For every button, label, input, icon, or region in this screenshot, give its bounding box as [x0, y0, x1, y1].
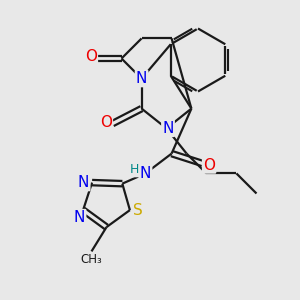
Text: N: N [74, 210, 85, 225]
Text: CH₃: CH₃ [81, 253, 102, 266]
Text: O: O [100, 115, 112, 130]
Text: H: H [129, 163, 139, 176]
Text: N: N [136, 71, 147, 86]
Text: N: N [78, 175, 89, 190]
Text: N: N [140, 166, 151, 181]
Text: O: O [203, 158, 215, 172]
Text: O: O [85, 50, 97, 64]
Text: N: N [162, 121, 174, 136]
Text: S: S [133, 202, 142, 217]
